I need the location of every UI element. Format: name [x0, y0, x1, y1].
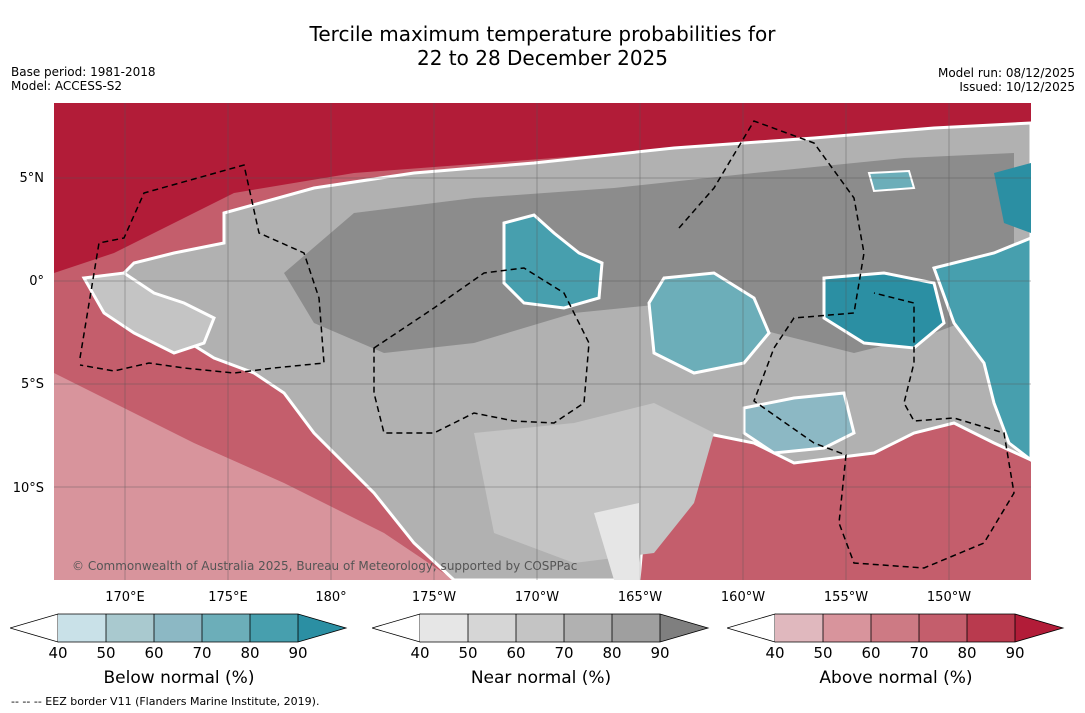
below-normal-patch	[647, 271, 771, 375]
below-tick: 50	[96, 644, 116, 662]
colorbar-near-high-extension	[660, 614, 708, 642]
colorbar-above-normal	[727, 613, 1065, 643]
near-tick: 40	[410, 644, 430, 662]
chart-title: Tercile maximum temperature probabilitie…	[0, 22, 1085, 70]
colorbar-below-low-extension	[10, 613, 59, 643]
near-tick: 80	[602, 644, 622, 662]
title-line-1: Tercile maximum temperature probabilitie…	[309, 22, 776, 46]
colorbar-above-segment	[823, 614, 871, 642]
meta-left: Base period: 1981-2018 Model: ACCESS-S2	[11, 65, 156, 93]
above-normal-title: Above normal (%)	[819, 668, 973, 688]
below-normal-title: Below normal (%)	[103, 668, 255, 688]
colorbar-near-normal	[372, 613, 710, 643]
model-name: Model: ACCESS-S2	[11, 79, 123, 93]
colorbar-below-segment	[154, 614, 202, 642]
above-tick: 70	[909, 644, 929, 662]
above-tick: 80	[957, 644, 977, 662]
above-tick: 60	[861, 644, 881, 662]
below-normal-patch	[994, 163, 1031, 233]
below-tick: 90	[288, 644, 308, 662]
below-normal-patch	[932, 236, 1031, 462]
colorbar-near-segment	[420, 614, 468, 642]
below-normal-patch	[502, 213, 604, 310]
below-tick: 60	[144, 644, 164, 662]
below-normal-patch	[867, 169, 916, 193]
near-normal-weak-region	[474, 403, 714, 563]
lon-label-150w: 150°W	[926, 590, 972, 605]
lon-label-180: 180°	[315, 590, 347, 605]
model-run: Model run: 08/12/2025	[937, 66, 1075, 80]
lat-label-5s: 5°S	[20, 377, 44, 392]
lon-label-175e: 175°E	[208, 590, 248, 605]
title-line-2: 22 to 28 December 2025	[416, 46, 668, 70]
lon-label-170w: 170°W	[514, 590, 560, 605]
near-tick: 70	[554, 644, 574, 662]
below-tick: 40	[48, 644, 68, 662]
base-period: Base period: 1981-2018	[11, 65, 156, 79]
below-tick: 80	[240, 644, 260, 662]
colorbar-below-segment	[250, 614, 298, 642]
above-tick: 90	[1005, 644, 1025, 662]
graticule	[54, 103, 1031, 580]
colorbar-near-segment	[612, 614, 660, 642]
below-normal-patch	[742, 391, 856, 455]
colorbar-above-segment	[919, 614, 967, 642]
colorbar-below-segment	[58, 614, 106, 642]
above-tick: 40	[765, 644, 785, 662]
lat-label-0: 0°	[29, 274, 44, 289]
above-normal-strong-region	[54, 103, 1031, 273]
colorbar-below-segment	[202, 614, 250, 642]
near-normal-west-patch	[81, 271, 216, 355]
colorbar-above-segment	[775, 614, 823, 642]
issued-date: Issued: 10/12/2025	[959, 80, 1075, 94]
colorbar-near-low-extension	[372, 613, 421, 643]
colorbar-above-low-extension	[727, 613, 776, 643]
below-tick: 70	[192, 644, 212, 662]
meta-right: Model run: 08/12/2025 Issued: 10/12/2025	[938, 66, 1075, 94]
colorbar-below-segment	[106, 614, 154, 642]
near-normal-title: Near normal (%)	[470, 668, 612, 688]
colorbar-above-segment	[967, 614, 1015, 642]
colorbar-below-high-extension	[298, 614, 346, 642]
near-tick: 60	[506, 644, 526, 662]
lat-label-5n: 5°N	[19, 171, 45, 186]
map-credit: © Commonwealth of Australia 2025, Bureau…	[72, 559, 577, 573]
colorbar-below-normal	[10, 613, 348, 643]
colorbar-above-segment	[871, 614, 919, 642]
lon-label-155w: 155°W	[823, 590, 869, 605]
lon-label-170e: 170°E	[105, 590, 145, 605]
above-tick: 50	[813, 644, 833, 662]
eez-footnote: -- -- -- EEZ border V11 (Flanders Marine…	[11, 695, 320, 708]
colorbar-near-segment	[564, 614, 612, 642]
lat-label-10s: 10°S	[12, 481, 44, 496]
near-tick: 50	[458, 644, 478, 662]
near-normal-faint-region	[594, 503, 639, 580]
probability-map: © Commonwealth of Australia 2025, Bureau…	[54, 103, 1031, 580]
colorbar-above-high-extension	[1015, 614, 1063, 642]
lon-label-175w: 175°W	[411, 590, 457, 605]
above-normal-weak-region	[54, 373, 454, 580]
lon-label-160w: 160°W	[720, 590, 766, 605]
eez-borders	[79, 120, 1015, 569]
colorbar-near-segment	[516, 614, 564, 642]
lon-label-165w: 165°W	[617, 590, 663, 605]
near-tick: 90	[650, 644, 670, 662]
colorbar-near-segment	[468, 614, 516, 642]
